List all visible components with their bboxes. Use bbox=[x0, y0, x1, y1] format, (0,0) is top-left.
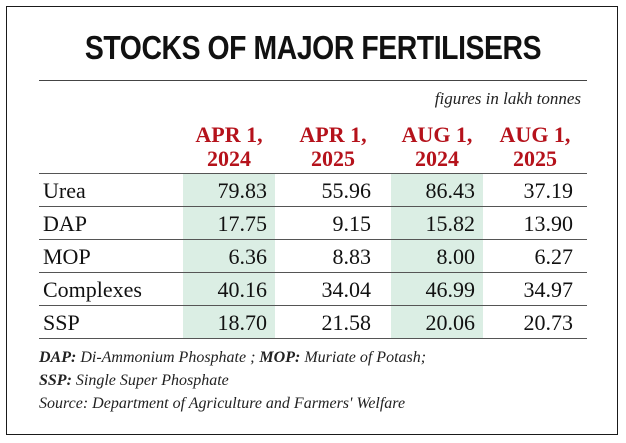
table-cell-value: 6.27 bbox=[534, 244, 574, 269]
row-divider bbox=[39, 305, 587, 306]
source-note: Source: Department of Agriculture and Fa… bbox=[39, 395, 406, 412]
footnote-line-1: DAP: Di-Ammonium Phosphate ; MOP: Muriat… bbox=[39, 349, 426, 367]
footnote-dap-text: Di-Ammonium Phosphate ; bbox=[80, 349, 256, 366]
footnote-mop-text: Muriate of Potash; bbox=[304, 349, 427, 366]
column-header-date: AUG 1, bbox=[401, 122, 473, 147]
title-divider bbox=[39, 80, 587, 81]
table-cell-value: 6.36 bbox=[228, 244, 268, 269]
footnote-ssp-text: Single Super Phosphate bbox=[75, 372, 229, 389]
table-cell-value: 46.99 bbox=[425, 277, 476, 302]
footnote-line-2: SSP: Single Super Phosphate bbox=[39, 372, 229, 390]
row-label: SSP bbox=[43, 310, 80, 335]
infographic-frame: STOCKS OF MAJOR FERTILISERS figures in l… bbox=[6, 6, 618, 435]
column-shade bbox=[391, 173, 483, 338]
table-cell-value: 55.96 bbox=[321, 178, 372, 203]
row-label: Urea bbox=[43, 178, 86, 203]
column-shade bbox=[183, 173, 275, 338]
column-header-date: AUG 1, bbox=[499, 122, 571, 147]
table-cell-value: 86.43 bbox=[425, 178, 476, 203]
chart-title: STOCKS OF MAJOR FERTILISERS bbox=[84, 29, 542, 66]
table-cell-value: 34.04 bbox=[321, 277, 372, 302]
table-cell-value: 79.83 bbox=[217, 178, 268, 203]
column-header: APR 1, 2025 bbox=[283, 123, 383, 171]
row-divider bbox=[39, 206, 587, 207]
row-divider bbox=[39, 338, 587, 339]
table-cell-value: 21.58 bbox=[321, 310, 372, 335]
table-cell-value: 8.00 bbox=[436, 244, 476, 269]
table-cell-value: 17.75 bbox=[217, 211, 268, 236]
units-note: figures in lakh tonnes bbox=[434, 89, 581, 108]
column-header-year: 2024 bbox=[207, 146, 251, 171]
row-divider bbox=[39, 239, 587, 240]
table-cell-value: 20.06 bbox=[425, 310, 476, 335]
table-cell-value: 37.19 bbox=[523, 178, 574, 203]
table-cell-value: 8.83 bbox=[332, 244, 372, 269]
table-cell-value: 18.70 bbox=[217, 310, 268, 335]
table-cell-value: 40.16 bbox=[217, 277, 268, 302]
column-header-date: APR 1, bbox=[299, 122, 367, 147]
column-header: APR 1, 2024 bbox=[179, 123, 279, 171]
footnote-ssp-abbr: SSP: bbox=[39, 372, 72, 389]
row-label: MOP bbox=[43, 244, 91, 269]
row-label: Complexes bbox=[43, 277, 142, 302]
table-cell-value: 34.97 bbox=[523, 277, 574, 302]
column-header: AUG 1, 2024 bbox=[387, 123, 487, 171]
column-header-year: 2025 bbox=[513, 146, 557, 171]
column-header-year: 2025 bbox=[311, 146, 355, 171]
table-cell-value: 9.15 bbox=[332, 211, 372, 236]
row-divider bbox=[39, 173, 587, 174]
row-label: DAP bbox=[43, 211, 88, 236]
footnote-dap-abbr: DAP: bbox=[39, 349, 77, 366]
footnote-mop-abbr: MOP: bbox=[259, 349, 301, 366]
column-header-date: APR 1, bbox=[195, 122, 263, 147]
column-header-year: 2024 bbox=[415, 146, 459, 171]
table-cell-value: 13.90 bbox=[523, 211, 574, 236]
column-header: AUG 1, 2025 bbox=[485, 123, 585, 171]
row-divider bbox=[39, 272, 587, 273]
table-cell-value: 15.82 bbox=[425, 211, 476, 236]
table-cell-value: 20.73 bbox=[523, 310, 574, 335]
